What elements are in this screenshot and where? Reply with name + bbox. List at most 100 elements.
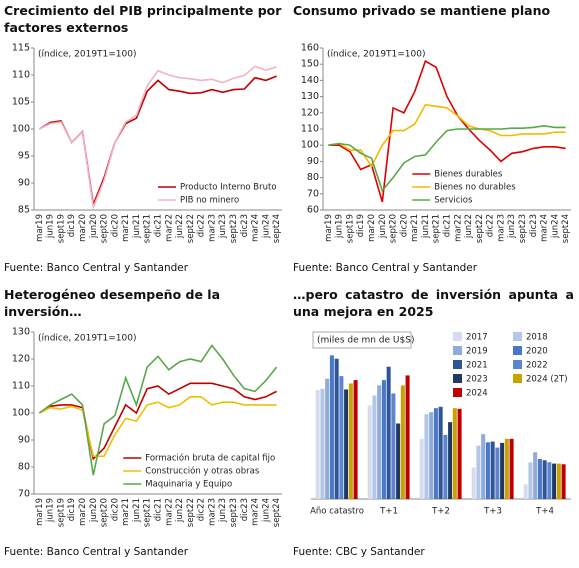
legend-label: Formación bruta de capital fijo — [145, 453, 275, 464]
x-tick-label: sept20 — [100, 498, 110, 527]
y-tick-label: 105 — [12, 97, 30, 108]
x-tick-label: sept23 — [229, 498, 239, 527]
x-tick-label: jun24 — [261, 498, 271, 523]
chart: 70 80 90 100 110 120 130 (índice, 2019T1=100) ma… — [12, 327, 282, 528]
x-tick-label: jun21 — [132, 214, 142, 239]
legend-label: Maquinaria y Equipo — [145, 480, 232, 490]
legend-swatch — [453, 360, 462, 369]
legend-label: Servicios — [434, 196, 473, 206]
series-line — [328, 124, 566, 193]
bar — [320, 388, 325, 499]
bar — [556, 463, 561, 499]
x-tick-label: sept19 — [56, 498, 66, 527]
y-tick-label: 100 — [12, 124, 30, 135]
bar — [481, 434, 486, 499]
x-tick-label: jun23 — [218, 214, 228, 239]
y-tick-label: 120 — [301, 107, 319, 118]
subtitle: (índice, 2019T1=100) — [38, 50, 137, 60]
bar — [490, 441, 495, 499]
y-tick-label: 110 — [12, 70, 30, 81]
x-tick-label: T+1 — [379, 507, 398, 517]
x-tick-label: mar19 — [35, 214, 45, 242]
x-tick-label: mar21 — [410, 214, 420, 242]
chart: (miles de mn de U$S) Año catastro T+1 T+2 T+… — [310, 331, 571, 517]
subtitle: (índice, 2019T1=100) — [38, 334, 137, 344]
x-tick-label: sept24 — [272, 498, 282, 527]
bar — [448, 422, 453, 499]
x-tick-label: jun19 — [46, 214, 56, 239]
bar — [561, 464, 566, 499]
legend-swatch — [453, 332, 462, 341]
x-tick-label: dic21 — [443, 214, 453, 237]
legend-label: 2019 — [466, 347, 488, 357]
x-tick-label: mar20 — [78, 498, 88, 526]
y-tick-label: 60 — [307, 205, 319, 216]
legend-swatch — [513, 332, 522, 341]
x-tick-label: mar22 — [164, 498, 174, 526]
x-tick-label: sept19 — [56, 214, 66, 243]
x-tick-label: jun19 — [335, 214, 345, 239]
chart-title: …pero catastro de inversión apunta a una… — [293, 287, 574, 319]
x-tick-label: sept21 — [143, 498, 153, 527]
bar — [424, 414, 429, 499]
bar — [552, 463, 557, 499]
source: Fuente: CBC y Santander — [293, 546, 425, 558]
bar — [509, 438, 514, 499]
x-tick-label: dic19 — [356, 214, 366, 237]
bar — [542, 460, 547, 499]
chart: 60 70 80 90 100 110 120 130 140 150 160 (índice, 20… — [301, 43, 571, 244]
x-tick-label: mar19 — [324, 214, 334, 242]
x-tick-label: jun22 — [464, 214, 474, 239]
legend-label: Bienes durables — [434, 170, 503, 180]
x-tick-label: sept22 — [186, 498, 196, 527]
y-tick-label: 130 — [301, 91, 319, 102]
bar — [325, 378, 330, 499]
x-tick-label: dic23 — [240, 214, 250, 237]
series-line — [39, 396, 277, 457]
x-tick-label: mar23 — [207, 498, 217, 526]
bar — [419, 438, 424, 499]
bar — [405, 375, 410, 499]
panel: Consumo privado se mantiene plano 60 70 80 9… — [289, 0, 578, 284]
x-tick-label: mar21 — [121, 498, 131, 526]
y-tick-label: 100 — [12, 408, 30, 419]
y-tick-label: 110 — [301, 124, 319, 135]
x-tick-label: dic20 — [110, 214, 120, 237]
bar — [452, 408, 457, 499]
bar — [476, 445, 481, 499]
legend-swatch — [453, 388, 462, 397]
y-tick-label: 90 — [18, 435, 30, 446]
bar — [329, 355, 334, 499]
series-line — [38, 344, 278, 476]
bar — [438, 406, 443, 499]
x-tick-label: sept22 — [186, 214, 196, 243]
bar — [367, 405, 372, 499]
bar — [386, 366, 391, 499]
x-tick-label: mar24 — [251, 498, 261, 526]
y-tick-label: 95 — [18, 151, 30, 162]
x-tick-label: jun22 — [175, 498, 185, 523]
x-tick-label: jun23 — [218, 498, 228, 523]
source: Fuente: Banco Central y Santander — [4, 262, 189, 274]
chart-title: Crecimiento del PIB principalmente por f… — [4, 3, 282, 35]
x-tick-label: T+4 — [535, 507, 554, 517]
x-tick-label: sept24 — [272, 214, 282, 243]
bar — [433, 408, 438, 499]
x-tick-label: jun19 — [46, 498, 56, 523]
x-tick-label: sept22 — [475, 214, 485, 243]
legend-swatch — [513, 360, 522, 369]
chart: 85 90 95 100 105 110 115 (índice, 2019T1=100) ma… — [12, 43, 282, 244]
y-tick-label: 70 — [307, 188, 319, 199]
bar — [372, 395, 377, 499]
subtitle-box — [312, 331, 412, 349]
x-tick-label: sept23 — [518, 214, 528, 243]
x-tick-label: jun20 — [89, 498, 99, 523]
bar — [348, 383, 353, 499]
bar — [396, 423, 401, 499]
legend-label: 2022 — [526, 361, 548, 371]
x-tick-label: sept19 — [345, 214, 355, 243]
legend-swatch — [513, 374, 522, 383]
x-tick-label: dic19 — [67, 498, 77, 521]
x-tick-label: T+3 — [483, 507, 502, 517]
